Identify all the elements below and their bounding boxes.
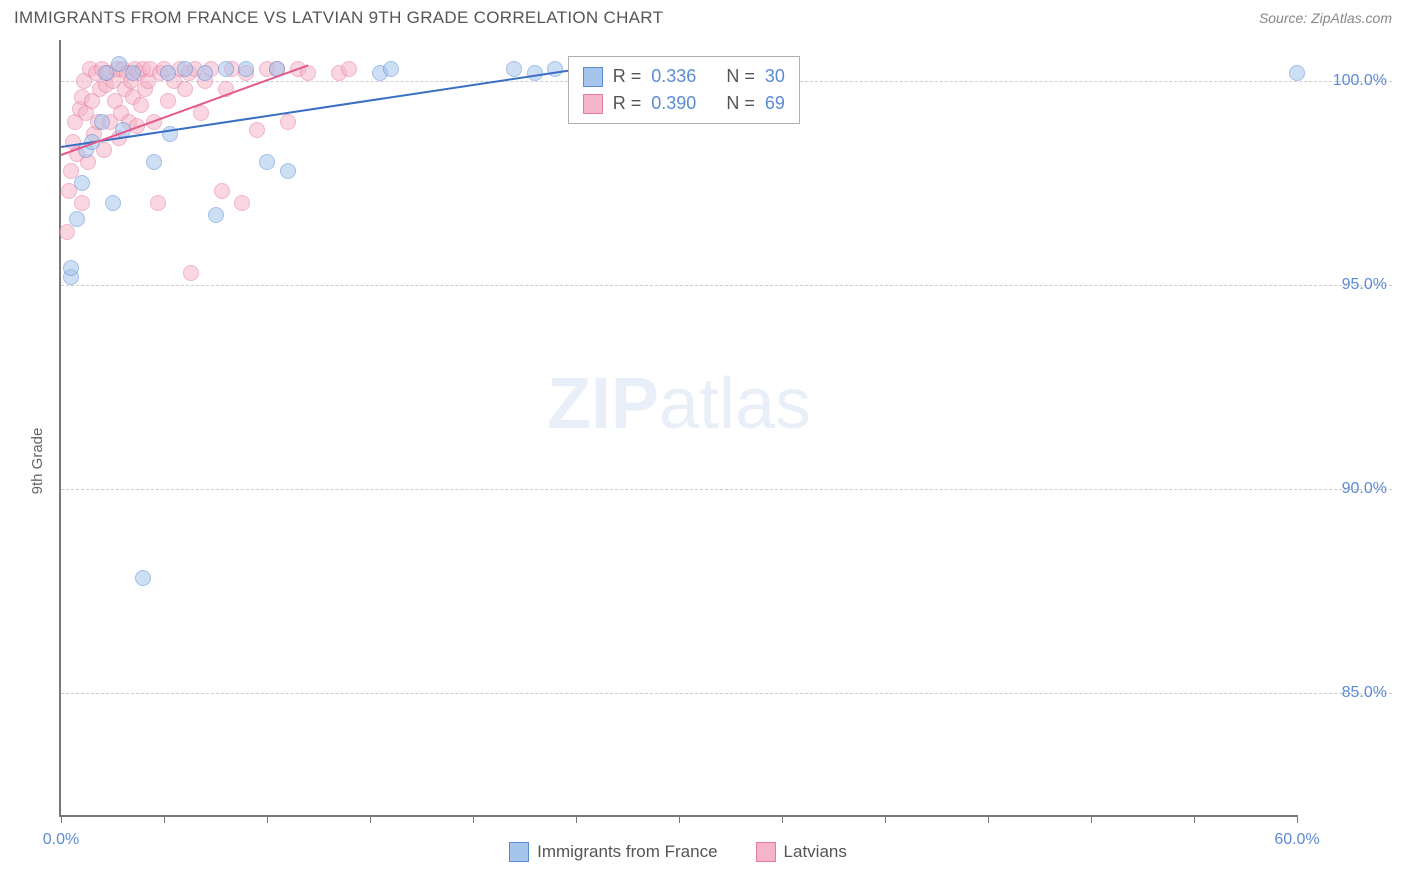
source-label: Source: ZipAtlas.com (1259, 10, 1392, 26)
stats-row: R = 0.390 N = 69 (583, 90, 785, 117)
stats-r-label: R = (613, 63, 642, 90)
stats-row: R = 0.336 N = 30 (583, 63, 785, 90)
xtick (1091, 815, 1092, 823)
xtick (1194, 815, 1195, 823)
legend-swatch-1 (509, 842, 529, 862)
stats-n-label: N = (726, 63, 755, 90)
bottom-legend: Immigrants from France Latvians (59, 842, 1297, 862)
stats-box: R = 0.336 N = 30R = 0.390 N = 69 (568, 56, 800, 124)
scatter-point (177, 61, 193, 77)
legend-swatch-2 (756, 842, 776, 862)
scatter-point (259, 154, 275, 170)
scatter-point (208, 207, 224, 223)
xtick (370, 815, 371, 823)
scatter-point (94, 114, 110, 130)
ytick-label: 90.0% (1307, 480, 1387, 498)
xtick (679, 815, 680, 823)
scatter-point (506, 61, 522, 77)
legend-item-2: Latvians (756, 842, 847, 862)
scatter-point (214, 183, 230, 199)
xtick (61, 815, 62, 823)
scatter-point (146, 154, 162, 170)
scatter-point (280, 114, 296, 130)
scatter-point (177, 81, 193, 97)
xtick (576, 815, 577, 823)
xtick (885, 815, 886, 823)
scatter-point (249, 122, 265, 138)
scatter-point (234, 195, 250, 211)
xtick (782, 815, 783, 823)
ytick-label: 85.0% (1307, 684, 1387, 702)
scatter-point (218, 61, 234, 77)
gridline (61, 693, 1392, 694)
legend-label-1: Immigrants from France (537, 842, 717, 862)
chart-container: 9th Grade ZIPatlas 85.0%90.0%95.0%100.0%… (14, 40, 1392, 882)
chart-title: IMMIGRANTS FROM FRANCE VS LATVIAN 9TH GR… (14, 8, 663, 28)
scatter-point (133, 97, 149, 113)
gridline (61, 285, 1392, 286)
xtick (473, 815, 474, 823)
scatter-point (105, 195, 121, 211)
ytick-label: 100.0% (1307, 72, 1387, 90)
scatter-point (125, 65, 141, 81)
scatter-point (280, 163, 296, 179)
legend-item-1: Immigrants from France (509, 842, 717, 862)
scatter-point (74, 175, 90, 191)
scatter-point (383, 61, 399, 77)
scatter-point (527, 65, 543, 81)
stats-swatch (583, 94, 603, 114)
watermark-light: atlas (659, 364, 811, 444)
y-axis-label: 9th Grade (29, 428, 46, 495)
plot-inner: ZIPatlas 85.0%90.0%95.0%100.0%0.0%60.0%R… (59, 40, 1297, 817)
scatter-point (197, 65, 213, 81)
watermark: ZIPatlas (547, 363, 811, 445)
scatter-point (1289, 65, 1305, 81)
scatter-point (69, 211, 85, 227)
stats-n-value: 69 (765, 90, 785, 117)
stats-swatch (583, 67, 603, 87)
stats-r-value: 0.390 (651, 90, 696, 117)
scatter-point (63, 260, 79, 276)
stats-n-value: 30 (765, 63, 785, 90)
stats-r-value: 0.336 (651, 63, 696, 90)
ytick-label: 95.0% (1307, 276, 1387, 294)
scatter-point (341, 61, 357, 77)
xtick (988, 815, 989, 823)
xtick (1297, 815, 1298, 823)
legend-label-2: Latvians (784, 842, 847, 862)
scatter-point (238, 61, 254, 77)
stats-r-label: R = (613, 90, 642, 117)
scatter-point (74, 195, 90, 211)
stats-n-label: N = (726, 90, 755, 117)
scatter-point (135, 570, 151, 586)
scatter-point (160, 93, 176, 109)
gridline (61, 489, 1392, 490)
scatter-point (150, 195, 166, 211)
plot-area: ZIPatlas 85.0%90.0%95.0%100.0%0.0%60.0%R… (59, 40, 1392, 817)
watermark-bold: ZIP (547, 364, 659, 444)
xtick (164, 815, 165, 823)
scatter-point (193, 105, 209, 121)
scatter-point (183, 265, 199, 281)
xtick (267, 815, 268, 823)
scatter-point (160, 65, 176, 81)
